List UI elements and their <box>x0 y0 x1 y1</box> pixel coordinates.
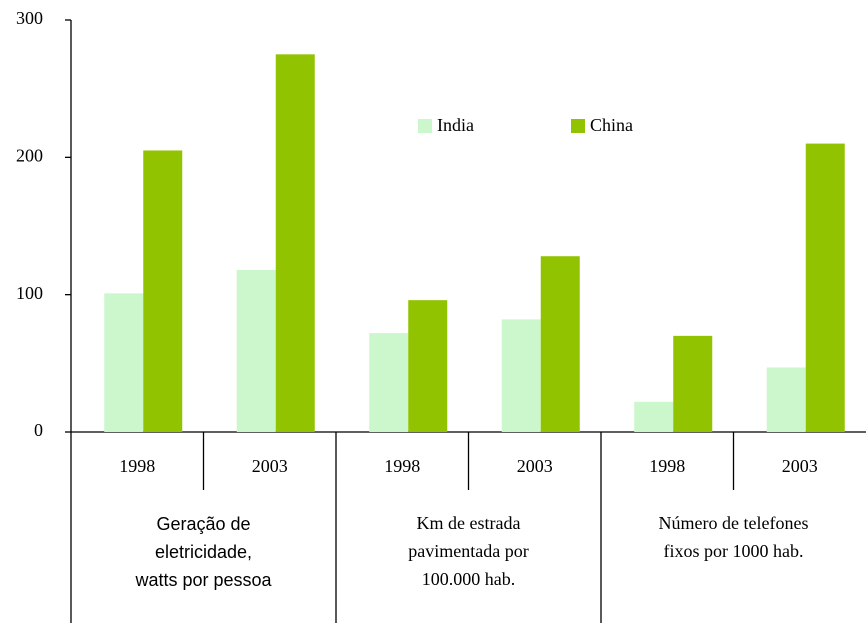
x-tick-label: 2003 <box>517 456 553 476</box>
group-label: Número de telefones <box>659 513 809 533</box>
y-tick-label: 0 <box>34 420 43 440</box>
group-label: pavimentada por <box>408 541 528 561</box>
x-tick-label: 2003 <box>782 456 818 476</box>
group-label: fixos por 1000 hab. <box>664 541 804 561</box>
legend-swatch <box>418 119 432 133</box>
bar <box>275 54 315 432</box>
bar <box>766 367 806 432</box>
y-tick-label: 300 <box>16 8 43 28</box>
bar <box>634 401 674 432</box>
x-tick-label: 1998 <box>384 456 420 476</box>
bar <box>236 269 276 432</box>
x-tick-label: 1998 <box>119 456 155 476</box>
group-label: watts por pessoa <box>134 570 272 590</box>
group-label: eletricidade, <box>155 542 252 562</box>
legend-label: India <box>437 115 474 135</box>
group-label: Km de estrada <box>417 513 521 533</box>
x-tick-label: 2003 <box>252 456 288 476</box>
bar <box>673 335 713 432</box>
bar <box>369 333 409 432</box>
bar <box>408 300 448 432</box>
y-tick-label: 200 <box>16 145 43 165</box>
bar <box>143 150 183 432</box>
bar <box>540 256 580 432</box>
legend-label: China <box>590 115 633 135</box>
bar <box>104 293 144 432</box>
bar <box>805 143 845 432</box>
group-label: Geração de <box>156 514 250 534</box>
legend-swatch <box>571 119 585 133</box>
x-tick-label: 1998 <box>649 456 685 476</box>
bar <box>501 319 541 432</box>
group-label: 100.000 hab. <box>422 569 516 589</box>
y-tick-label: 100 <box>16 283 43 303</box>
